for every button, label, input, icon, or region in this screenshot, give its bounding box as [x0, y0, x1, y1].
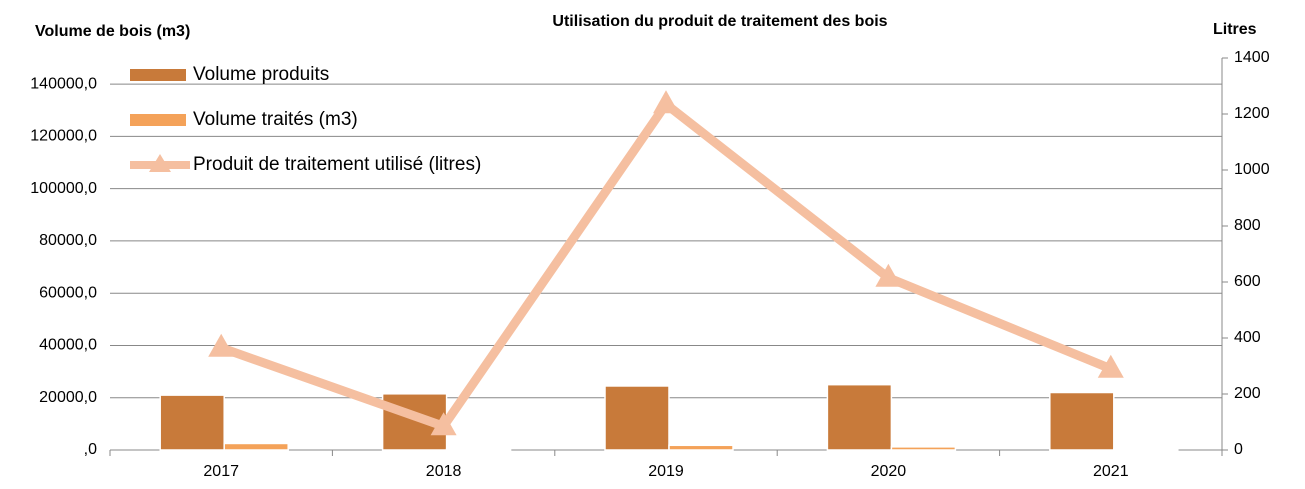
x-tick-label: 2020: [871, 463, 907, 480]
x-tick-label: 2017: [203, 463, 239, 480]
line-marker: [430, 412, 457, 436]
legend-label: Volume produits: [193, 64, 329, 85]
line-marker: [653, 90, 679, 114]
x-tick-label: 2018: [426, 463, 462, 480]
y-tick-label: 20000,0: [39, 389, 97, 406]
y2-tick-label: 1400: [1234, 49, 1270, 66]
y2-tick-label: 200: [1234, 385, 1261, 402]
y-tick-label: 120000,0: [30, 128, 97, 145]
bar: [445, 448, 512, 451]
y2-tick-label: 1200: [1234, 105, 1270, 122]
legend-swatch: [130, 69, 186, 81]
y-tick-label: 60000,0: [39, 284, 97, 301]
bar: [1049, 391, 1115, 451]
y2-axis-title: Litres: [1213, 21, 1257, 38]
bar: [890, 446, 957, 451]
bar: [826, 383, 893, 451]
y-tick-label: ,0: [84, 441, 97, 458]
bar: [1113, 448, 1179, 451]
y-tick-label: 80000,0: [39, 232, 97, 249]
y2-tick-label: 0: [1234, 441, 1243, 458]
y2-tick-label: 600: [1234, 273, 1261, 290]
legend-label: Volume traités (m3): [193, 109, 358, 130]
line-marker: [875, 263, 902, 287]
y-tick-label: 100000,0: [30, 180, 97, 197]
y-tick-label: 40000,0: [39, 337, 97, 354]
line: [219, 99, 1113, 431]
y-axis-title: Volume de bois (m3): [35, 23, 190, 40]
bar: [668, 444, 734, 451]
legend-swatch: [130, 114, 186, 126]
y-tick-label: 140000,0: [30, 75, 97, 92]
bar: [604, 385, 670, 451]
line-marker: [208, 333, 235, 357]
line-marker: [1097, 354, 1124, 378]
y2-tick-label: 800: [1234, 217, 1261, 234]
bar: [159, 394, 225, 451]
x-tick-label: 2021: [1093, 463, 1129, 480]
y2-tick-label: 1000: [1234, 161, 1270, 178]
legend-marker: [149, 154, 171, 172]
bar: [223, 442, 289, 451]
x-tick-label: 2019: [648, 463, 684, 480]
legend-label: Produit de traitement utilisé (litres): [193, 154, 481, 175]
y2-tick-label: 400: [1234, 329, 1261, 346]
chart-title: Utilisation du produit de traitement des…: [552, 13, 887, 30]
